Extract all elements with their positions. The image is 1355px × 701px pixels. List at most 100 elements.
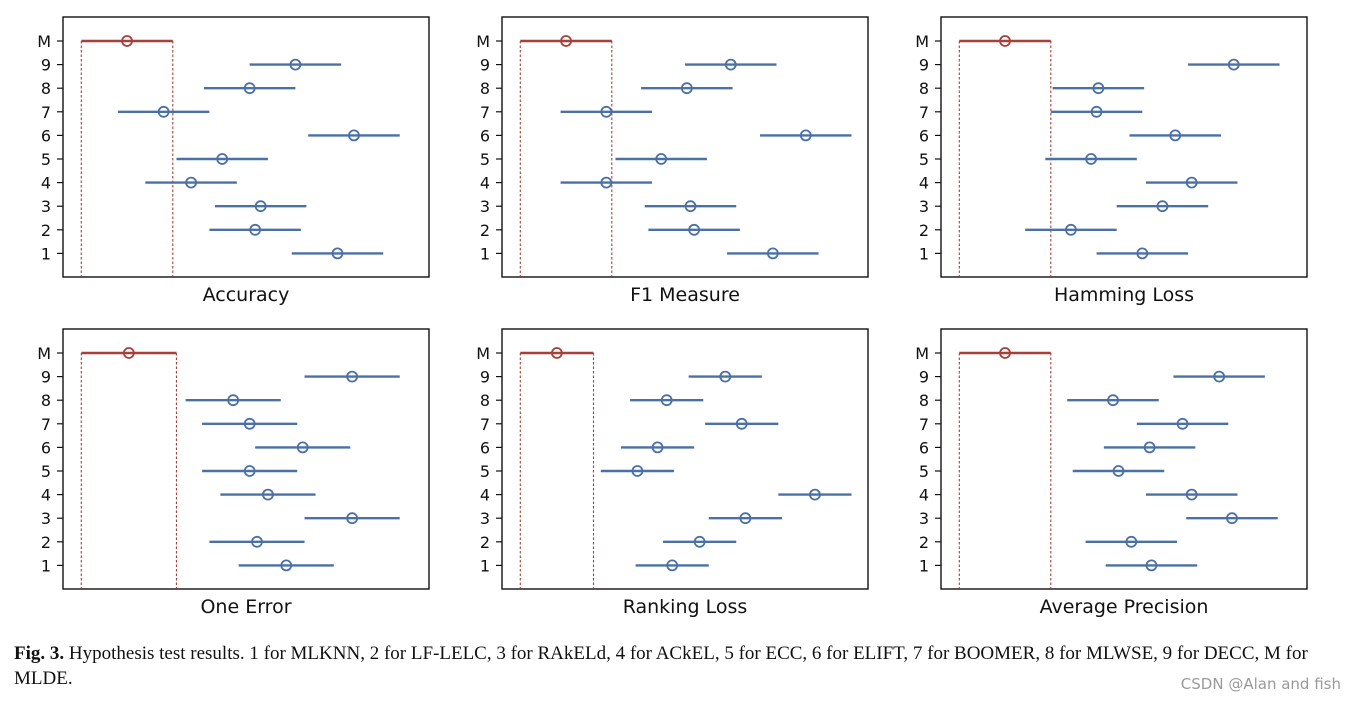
y-tick-label: 8 <box>919 391 929 410</box>
interval-point-1 <box>766 247 779 260</box>
y-tick-label: 3 <box>919 509 929 528</box>
y-tick-label: 8 <box>480 391 490 410</box>
subplot-4: M 9 8 7 6 5 4 3 2 1 One Error <box>37 328 430 618</box>
figure-caption: Fig. 3. Hypothesis test results. 1 for M… <box>14 641 1344 691</box>
interval-point-1 <box>331 247 344 260</box>
y-tick-label: 4 <box>480 174 490 193</box>
interval-point-6 <box>1169 129 1182 142</box>
y-tick-label: 6 <box>919 438 929 457</box>
ref-point <box>560 35 572 47</box>
interval-point-1 <box>1145 559 1158 572</box>
y-tick-label: M <box>915 344 929 363</box>
interval-point-6 <box>651 441 664 454</box>
axes-frame <box>940 328 1308 590</box>
axes-frame <box>501 328 869 590</box>
y-tick-label: 7 <box>41 415 51 434</box>
y-tick-label: 7 <box>919 415 929 434</box>
y-tick-label: 6 <box>480 438 490 457</box>
ref-point <box>121 35 133 47</box>
y-tick-label: 1 <box>480 244 490 263</box>
y-tick-label: 3 <box>41 197 51 216</box>
caption-text: Hypothesis test results. 1 for MLKNN, 2 … <box>14 643 1308 689</box>
axes-frame <box>62 328 430 590</box>
y-tick-label: 4 <box>41 486 51 505</box>
ref-point <box>551 347 563 359</box>
interval-point-2 <box>1125 535 1138 548</box>
interval-point-6 <box>1143 441 1156 454</box>
y-tick-label: 3 <box>919 197 929 216</box>
y-tick-label: 2 <box>41 533 51 552</box>
interval-point-3 <box>1156 200 1169 213</box>
interval-point-5 <box>243 465 256 477</box>
interval-point-4 <box>1185 488 1198 501</box>
y-tick-label: 7 <box>480 103 490 122</box>
interval-point-8 <box>660 394 673 407</box>
watermark: CSDN @Alan and fish <box>1180 675 1341 693</box>
caption-label: Fig. 3. <box>14 643 65 664</box>
interval-point-7 <box>1176 417 1189 430</box>
interval-point-2 <box>688 223 701 236</box>
y-tick-label: 3 <box>41 509 51 528</box>
interval-point-6 <box>799 129 812 142</box>
y-tick-label: 6 <box>480 126 490 145</box>
y-tick-label: 6 <box>41 126 51 145</box>
ref-point <box>999 35 1011 47</box>
y-tick-label: 5 <box>41 462 51 481</box>
y-tick-label: 5 <box>919 150 929 169</box>
interval-point-8 <box>680 82 693 95</box>
y-tick-label: 3 <box>480 197 490 216</box>
interval-point-7 <box>600 105 613 118</box>
interval-point-3 <box>1226 512 1238 525</box>
y-tick-label: 4 <box>919 486 929 505</box>
subplot-5: M 9 8 7 6 5 4 3 2 1 Ranking Loss <box>476 328 869 618</box>
x-axis-label: One Error <box>200 596 291 618</box>
interval-point-2 <box>251 535 263 548</box>
interval-point-7 <box>243 417 256 430</box>
y-tick-label: 2 <box>480 221 490 240</box>
interval-point-5 <box>631 465 644 477</box>
y-tick-label: 9 <box>919 368 929 387</box>
y-tick-label: 4 <box>919 174 929 193</box>
interval-point-4 <box>600 176 613 189</box>
y-tick-label: 9 <box>480 56 490 75</box>
y-tick-label: M <box>37 32 51 51</box>
interval-point-5 <box>1085 153 1097 165</box>
interval-point-3 <box>739 512 752 525</box>
subplot-1: M 9 8 7 6 5 4 3 2 1 Accuracy <box>37 16 430 306</box>
y-tick-label: 5 <box>480 150 490 169</box>
interval-point-8 <box>1107 394 1119 407</box>
interval-point-2 <box>1065 223 1077 236</box>
y-tick-label: M <box>476 344 490 363</box>
axes-frame <box>501 16 869 278</box>
x-axis-label: Hamming Loss <box>1054 284 1194 306</box>
x-axis-label: Accuracy <box>203 284 290 306</box>
y-tick-label: 7 <box>919 103 929 122</box>
y-tick-label: 4 <box>41 174 51 193</box>
y-tick-label: 2 <box>919 533 929 552</box>
y-tick-label: 3 <box>480 509 490 528</box>
interval-point-7 <box>1090 105 1103 118</box>
interval-point-5 <box>655 153 668 165</box>
y-tick-label: 1 <box>919 556 929 575</box>
y-tick-label: 9 <box>480 368 490 387</box>
y-tick-label: 2 <box>480 533 490 552</box>
interval-point-5 <box>216 153 229 165</box>
y-tick-label: M <box>476 32 490 51</box>
x-axis-label: F1 Measure <box>630 284 740 306</box>
y-tick-label: 1 <box>480 556 490 575</box>
y-tick-label: 1 <box>919 244 929 263</box>
interval-point-3 <box>254 200 267 213</box>
y-tick-label: 7 <box>480 415 490 434</box>
x-axis-label: Ranking Loss <box>623 596 748 618</box>
interval-point-2 <box>693 535 706 548</box>
interval-point-1 <box>666 559 679 572</box>
figure-canvas: M 9 8 7 6 5 4 3 2 1 Accuracy M 9 8 7 6 5 4 3 2 1 F1 Measure M 9… <box>37 16 1308 618</box>
interval-point-8 <box>227 394 240 407</box>
y-tick-label: 7 <box>41 103 51 122</box>
interval-point-4 <box>809 488 821 501</box>
interval-point-2 <box>249 223 262 236</box>
y-tick-label: 8 <box>41 79 51 98</box>
y-tick-label: 9 <box>41 368 51 387</box>
y-tick-label: 2 <box>919 221 929 240</box>
interval-point-7 <box>157 105 170 118</box>
